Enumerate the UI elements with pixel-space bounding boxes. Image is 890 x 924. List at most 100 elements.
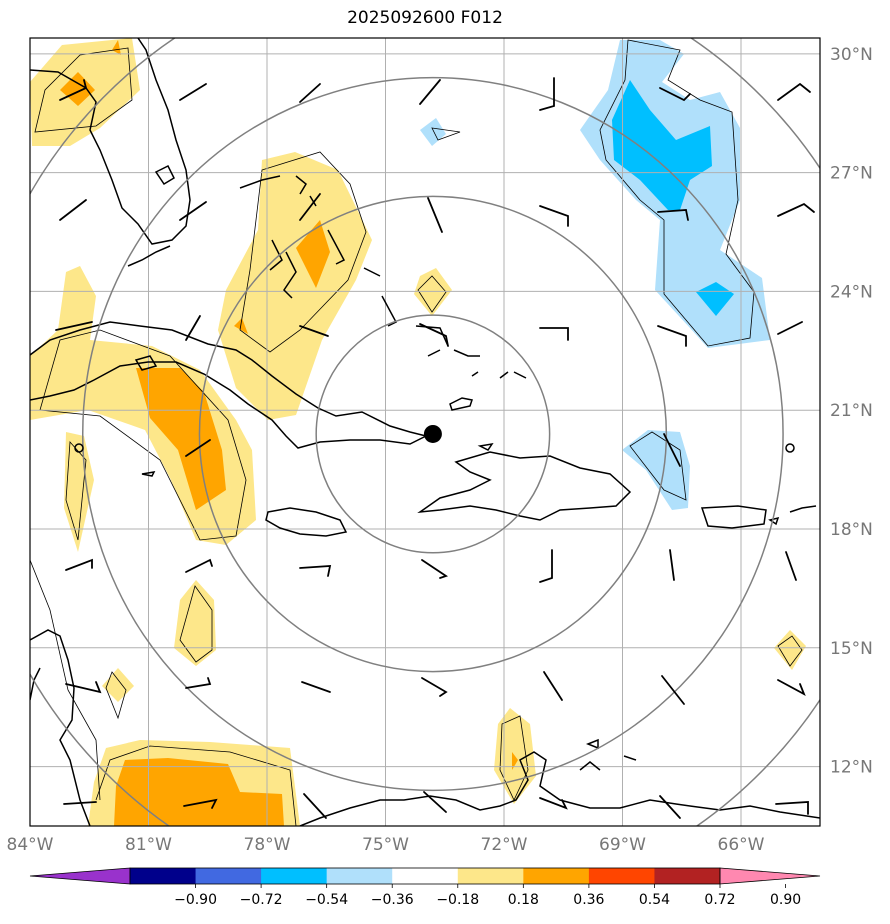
wind-barb: [659, 87, 691, 102]
puerto-rico-coastline: [700, 505, 767, 529]
wind-barb: [185, 558, 213, 573]
anomaly-positive-weak: [64, 432, 94, 552]
anomaly-positive-weak: [414, 268, 452, 316]
wind-barb: [299, 565, 332, 577]
station-marker: [785, 443, 795, 453]
wind-barb: [303, 793, 327, 819]
contour-line: [777, 635, 803, 667]
storm-center-marker: [423, 424, 442, 443]
wind-barb: [777, 679, 806, 696]
central-america-interior: [30, 559, 101, 801]
wind-barbs: [55, 77, 815, 819]
latitude-labels: 30°N 27°N 24°N 21°N 18°N 15°N 12°N: [830, 45, 873, 778]
wind-barb: [777, 82, 811, 101]
colorbar-tick-label: 0.54: [639, 892, 670, 908]
lon-tick-label: 75°W: [362, 835, 409, 855]
colorbar-tick-label: −0.90: [174, 892, 217, 908]
anomaly-negative-strong: [696, 282, 734, 316]
wind-barb: [543, 671, 563, 701]
jamaica-coastline: [265, 507, 348, 537]
central-america-coastline: [30, 629, 91, 826]
wind-barb: [777, 202, 815, 217]
wind-barb: [659, 795, 681, 819]
contour-line: [499, 715, 529, 801]
lon-tick-label: 69°W: [599, 835, 646, 855]
wind-barb: [299, 83, 321, 103]
wind-barb: [55, 321, 93, 331]
colorbar: −0.90 −0.72 −0.54 −0.36 −0.18 0.18 0.36 0.54 0.7…: [29, 867, 821, 908]
wind-barb: [183, 798, 218, 809]
wind-barb: [669, 549, 675, 581]
isla-juventud: [134, 355, 158, 371]
colorbar-segment: [588, 868, 655, 884]
wind-barb: [185, 315, 201, 341]
wind-barb: [539, 549, 553, 583]
lon-tick-label: 78°W: [244, 835, 291, 855]
contour-line: [34, 47, 133, 133]
lat-tick-label: 30°N: [830, 45, 873, 65]
station-marker: [74, 443, 84, 453]
wind-barb: [179, 201, 207, 221]
cuba-coastline: [30, 321, 429, 449]
lat-tick-label: 15°N: [830, 639, 873, 659]
aruba-curacao: [579, 738, 637, 771]
anomaly-positive-strong: [114, 758, 284, 826]
coastlines: [30, 38, 820, 826]
lat-tick-label: 18°N: [830, 520, 873, 540]
wind-barb: [421, 559, 449, 579]
wind-barb: [427, 197, 443, 233]
colorbar-tick-label: −0.36: [371, 892, 414, 908]
colorbar-tick-label: −0.18: [436, 892, 479, 908]
lat-tick-label: 21°N: [830, 401, 873, 421]
map-title: 2025092600 F012: [347, 8, 503, 28]
colorbar-outline: [129, 867, 721, 885]
anomaly-fields: [30, 38, 806, 826]
contour-line: [65, 441, 87, 541]
anomaly-negative-strong: [612, 80, 712, 210]
bahamas-islands: [239, 175, 527, 411]
anomaly-negative-weak: [420, 118, 446, 146]
lon-tick-label: 66°W: [718, 835, 765, 855]
florida-keys: [127, 245, 171, 267]
wind-barb: [65, 681, 102, 694]
contour-line: [105, 671, 127, 720]
hispaniola-coastline: [417, 451, 632, 521]
wind-barb: [185, 439, 211, 457]
wind-barb: [539, 797, 568, 810]
colorbar-segment: [195, 868, 262, 884]
anomaly-negative-weak: [622, 430, 690, 510]
colorbar-tick-label: 0.36: [573, 892, 604, 908]
wind-barb: [59, 199, 87, 221]
wind-barb: [421, 677, 448, 697]
wind-barb: [539, 77, 555, 111]
anomaly-positive-strong: [234, 220, 330, 334]
wind-barb: [299, 325, 329, 337]
lat-tick-label: 24°N: [830, 282, 873, 302]
anomaly-positive-strong: [60, 40, 121, 106]
wind-barb: [423, 791, 447, 813]
lake-okeechobee: [154, 164, 175, 186]
map-frame: [29, 37, 821, 827]
colorbar-segment: [457, 868, 524, 884]
colorbar-extend-low: [29, 867, 131, 885]
wind-barb: [299, 193, 321, 221]
colorbar-segment: [392, 868, 459, 884]
wind-barb: [63, 801, 97, 805]
contour-line: [599, 39, 755, 347]
virgin-islands: [768, 505, 817, 526]
contour-line: [417, 275, 447, 313]
anomaly-positive-weak: [174, 580, 216, 666]
contour-line: [239, 151, 367, 353]
cayman-island: [141, 471, 156, 477]
wind-barb: [65, 558, 93, 571]
wind-barb: [59, 79, 88, 101]
colorbar-tick-label: −0.54: [305, 892, 348, 908]
wind-barb: [539, 205, 569, 227]
contour-line: [39, 329, 247, 541]
lat-lon-grid: [30, 38, 820, 826]
wind-barb: [785, 551, 797, 581]
tortuga-island: [477, 442, 494, 451]
wind-barb: [301, 681, 331, 693]
